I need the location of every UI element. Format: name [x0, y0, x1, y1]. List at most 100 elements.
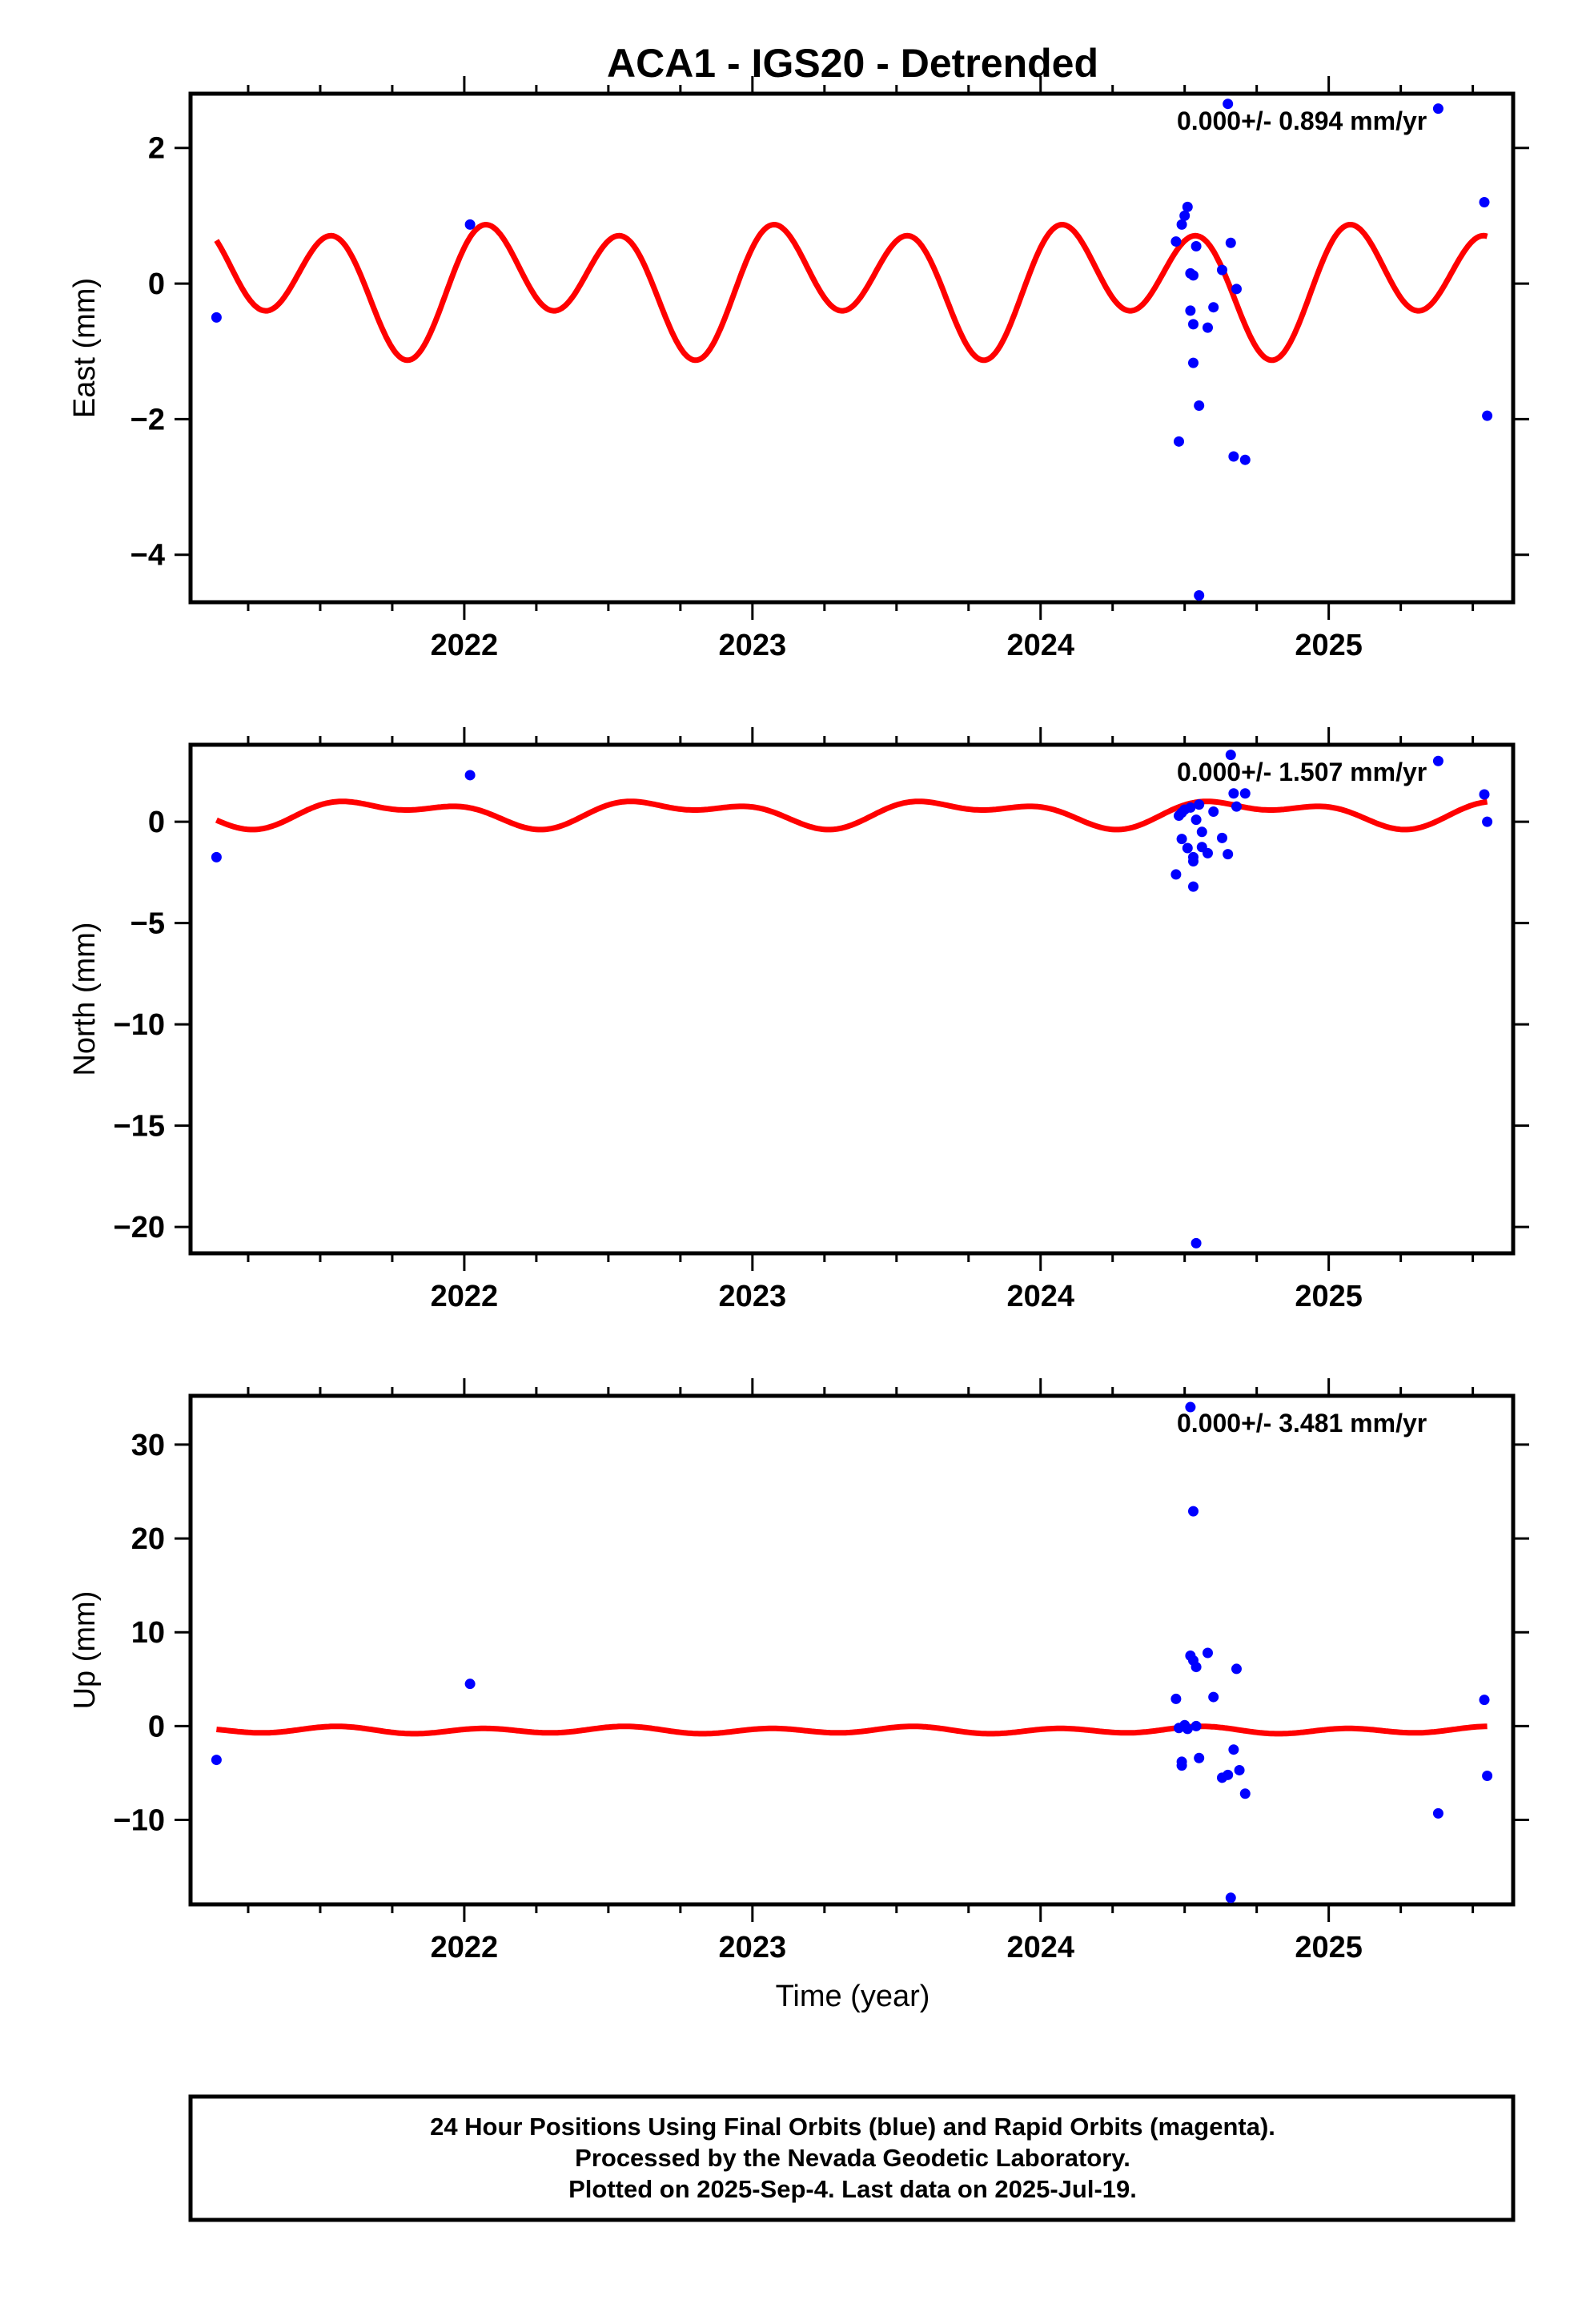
east-data-point [1187, 319, 1199, 330]
north-plot-frame [188, 742, 1516, 1256]
east-data-point [1208, 302, 1219, 313]
x-tick-label: 2025 [1295, 1931, 1363, 1964]
x-tick-label: 2023 [719, 1931, 787, 1964]
y-tick-label: −2 [130, 403, 165, 436]
east-data-point [1216, 264, 1227, 275]
up-data-point [1170, 1693, 1182, 1704]
up-data-point [1191, 1720, 1202, 1731]
caption-line-3: Plotted on 2025-Sep-4. Last data on 2025… [568, 2175, 1137, 2203]
east-data-point [1432, 103, 1443, 115]
up-data-point [1176, 1760, 1187, 1771]
y-tick-label: 30 [131, 1429, 165, 1462]
figure-title: ACA1 - IGS20 - Detrended [607, 41, 1098, 86]
east-data-point [1185, 305, 1196, 316]
north-data-point [1216, 832, 1227, 843]
north-data-point [1231, 801, 1242, 812]
east-data-point [1194, 590, 1205, 601]
x-tick-label: 2024 [1006, 1931, 1074, 1964]
north-data-point [1228, 788, 1239, 799]
y-tick-label: 0 [148, 267, 165, 301]
north-data-point [1187, 881, 1199, 892]
east-data-point [1191, 241, 1202, 251]
east-data-point [1202, 322, 1213, 333]
east-data-point [1182, 201, 1193, 212]
east-data-point [1482, 410, 1493, 421]
up-seasonal-model-line [215, 1723, 1488, 1737]
up-data-point [1191, 1662, 1202, 1673]
north-data-point [1191, 1237, 1202, 1248]
up-data-layer [211, 1401, 1493, 1904]
y-tick-label: 2 [148, 132, 165, 166]
y-tick-label: −20 [114, 1211, 165, 1244]
north-data-point [1185, 802, 1196, 813]
north-data-point [1223, 849, 1234, 860]
north-data-point [1432, 755, 1443, 766]
east-data-point [1239, 454, 1251, 465]
caption-frame [188, 2094, 1516, 2222]
y-tick-label: 0 [148, 1710, 165, 1743]
x-tick-label: 2022 [431, 629, 499, 662]
x-tick-label: 2025 [1295, 1280, 1363, 1313]
x-tick-label: 2023 [719, 629, 787, 662]
north-data-point [211, 851, 222, 862]
up-data-point [1482, 1770, 1493, 1781]
up-data-point [1479, 1695, 1490, 1706]
east-data-point [1179, 210, 1191, 221]
y-tick-label: 10 [131, 1616, 165, 1650]
caption-line-2: Processed by the Nevada Geodetic Laborat… [575, 2144, 1130, 2172]
up-data-point [1225, 1892, 1236, 1904]
north-data-point [1208, 806, 1219, 817]
north-data-point [1176, 834, 1187, 845]
up-plot-frame [188, 1393, 1516, 1907]
y-tick-label: −5 [130, 907, 165, 941]
y-tick-label: −10 [114, 1008, 165, 1042]
north-y-axis-label: North (mm) [68, 922, 102, 1076]
east-data-point [1174, 436, 1185, 447]
x-tick-label: 2022 [431, 1280, 499, 1313]
north-data-point [1225, 750, 1236, 761]
up-data-point [1231, 1663, 1242, 1675]
east-data-point [464, 219, 476, 230]
y-tick-label: 20 [131, 1522, 165, 1556]
east-data-point [1187, 270, 1199, 281]
y-tick-label: −4 [130, 539, 165, 573]
up-data-point [1208, 1691, 1219, 1703]
north-data-point [1191, 814, 1202, 826]
east-rate-annotation: 0.000+/- 0.894 mm/yr [1177, 107, 1427, 135]
north-data-point [1479, 789, 1490, 800]
east-data-point [1228, 451, 1239, 462]
east-seasonal-model-line [214, 222, 1488, 364]
up-data-point [1182, 1723, 1193, 1735]
east-y-axis-label: East (mm) [68, 278, 102, 418]
east-data-point [1170, 236, 1182, 247]
east-data-point [1479, 196, 1490, 207]
caption-box: 24 Hour Positions Using Final Orbits (bl… [188, 2094, 1516, 2222]
up-data-point [1202, 1647, 1213, 1659]
east-data-point [1225, 237, 1236, 248]
north-data-point [1239, 788, 1251, 799]
north-data-point [1202, 847, 1213, 858]
x-tick-label: 2023 [719, 1280, 787, 1313]
north-data-point [1194, 799, 1205, 810]
x-tick-label: 2025 [1295, 629, 1363, 662]
y-tick-label: 0 [148, 806, 165, 839]
up-data-point [1223, 1769, 1234, 1780]
north-data-point [1170, 869, 1182, 880]
east-data-layer [211, 99, 1493, 601]
north-data-point [1196, 826, 1207, 838]
up-data-point [1187, 1506, 1199, 1517]
up-data-point [1432, 1807, 1443, 1819]
east-data-point [1194, 400, 1205, 411]
north-data-layer [211, 750, 1493, 1248]
east-data-point [1223, 99, 1234, 110]
up-data-point [1185, 1401, 1196, 1413]
up-data-point [1228, 1744, 1239, 1755]
up-y-axis-label: Up (mm) [68, 1591, 102, 1710]
north-data-point [1182, 842, 1193, 854]
up-panel: 2022 2023 2024 2025 30 20 10 0 −10 Up (mm) 0.000+/… [68, 1378, 1529, 1964]
east-data-point [211, 312, 222, 323]
north-data-point [1482, 816, 1493, 827]
y-tick-label: −15 [114, 1110, 165, 1144]
caption-line-1: 24 Hour Positions Using Final Orbits (bl… [430, 2113, 1275, 2141]
